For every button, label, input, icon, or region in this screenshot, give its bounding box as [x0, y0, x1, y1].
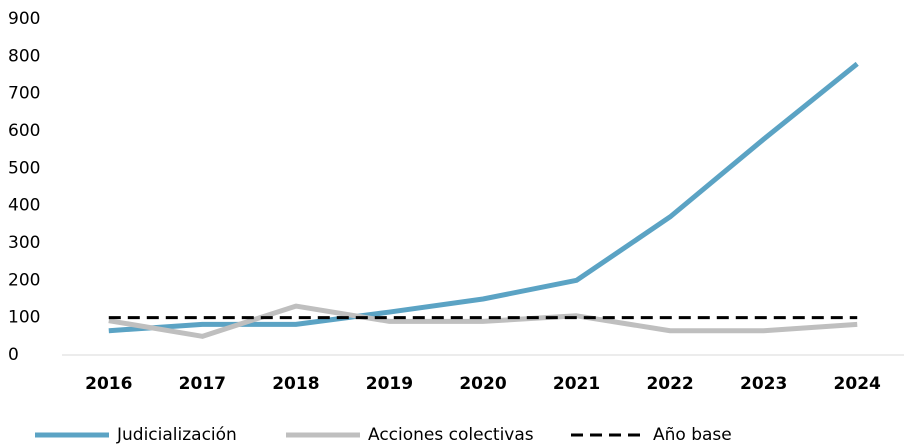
y-tick-label: 300 [8, 233, 40, 253]
x-tick-label: 2023 [740, 374, 787, 394]
x-tick-label: 2021 [553, 374, 600, 394]
series-line [108, 303, 858, 339]
legend-label: Año base [653, 425, 732, 445]
y-tick-label: 100 [8, 308, 40, 328]
y-tick-label: 800 [8, 46, 40, 66]
y-tick-label: 200 [8, 270, 40, 290]
y-tick-label: 0 [8, 345, 19, 365]
y-tick-label: 700 [8, 84, 40, 104]
legend-label: Judicialización [116, 425, 237, 445]
series-line [108, 61, 859, 334]
x-tick-label: 2020 [459, 374, 506, 394]
y-tick-label: 900 [8, 9, 40, 29]
y-tick-label: 500 [8, 158, 40, 178]
x-tick-label: 2018 [272, 374, 319, 394]
y-tick-label: 400 [8, 196, 40, 216]
x-tick-label: 2017 [179, 374, 226, 394]
legend-label: Acciones colectivas [368, 425, 534, 445]
x-tick-label: 2024 [834, 374, 881, 394]
x-tick-label: 2022 [646, 374, 693, 394]
x-tick-label: 2019 [366, 374, 413, 394]
y-tick-label: 600 [8, 121, 40, 141]
x-tick-label: 2016 [85, 374, 132, 394]
